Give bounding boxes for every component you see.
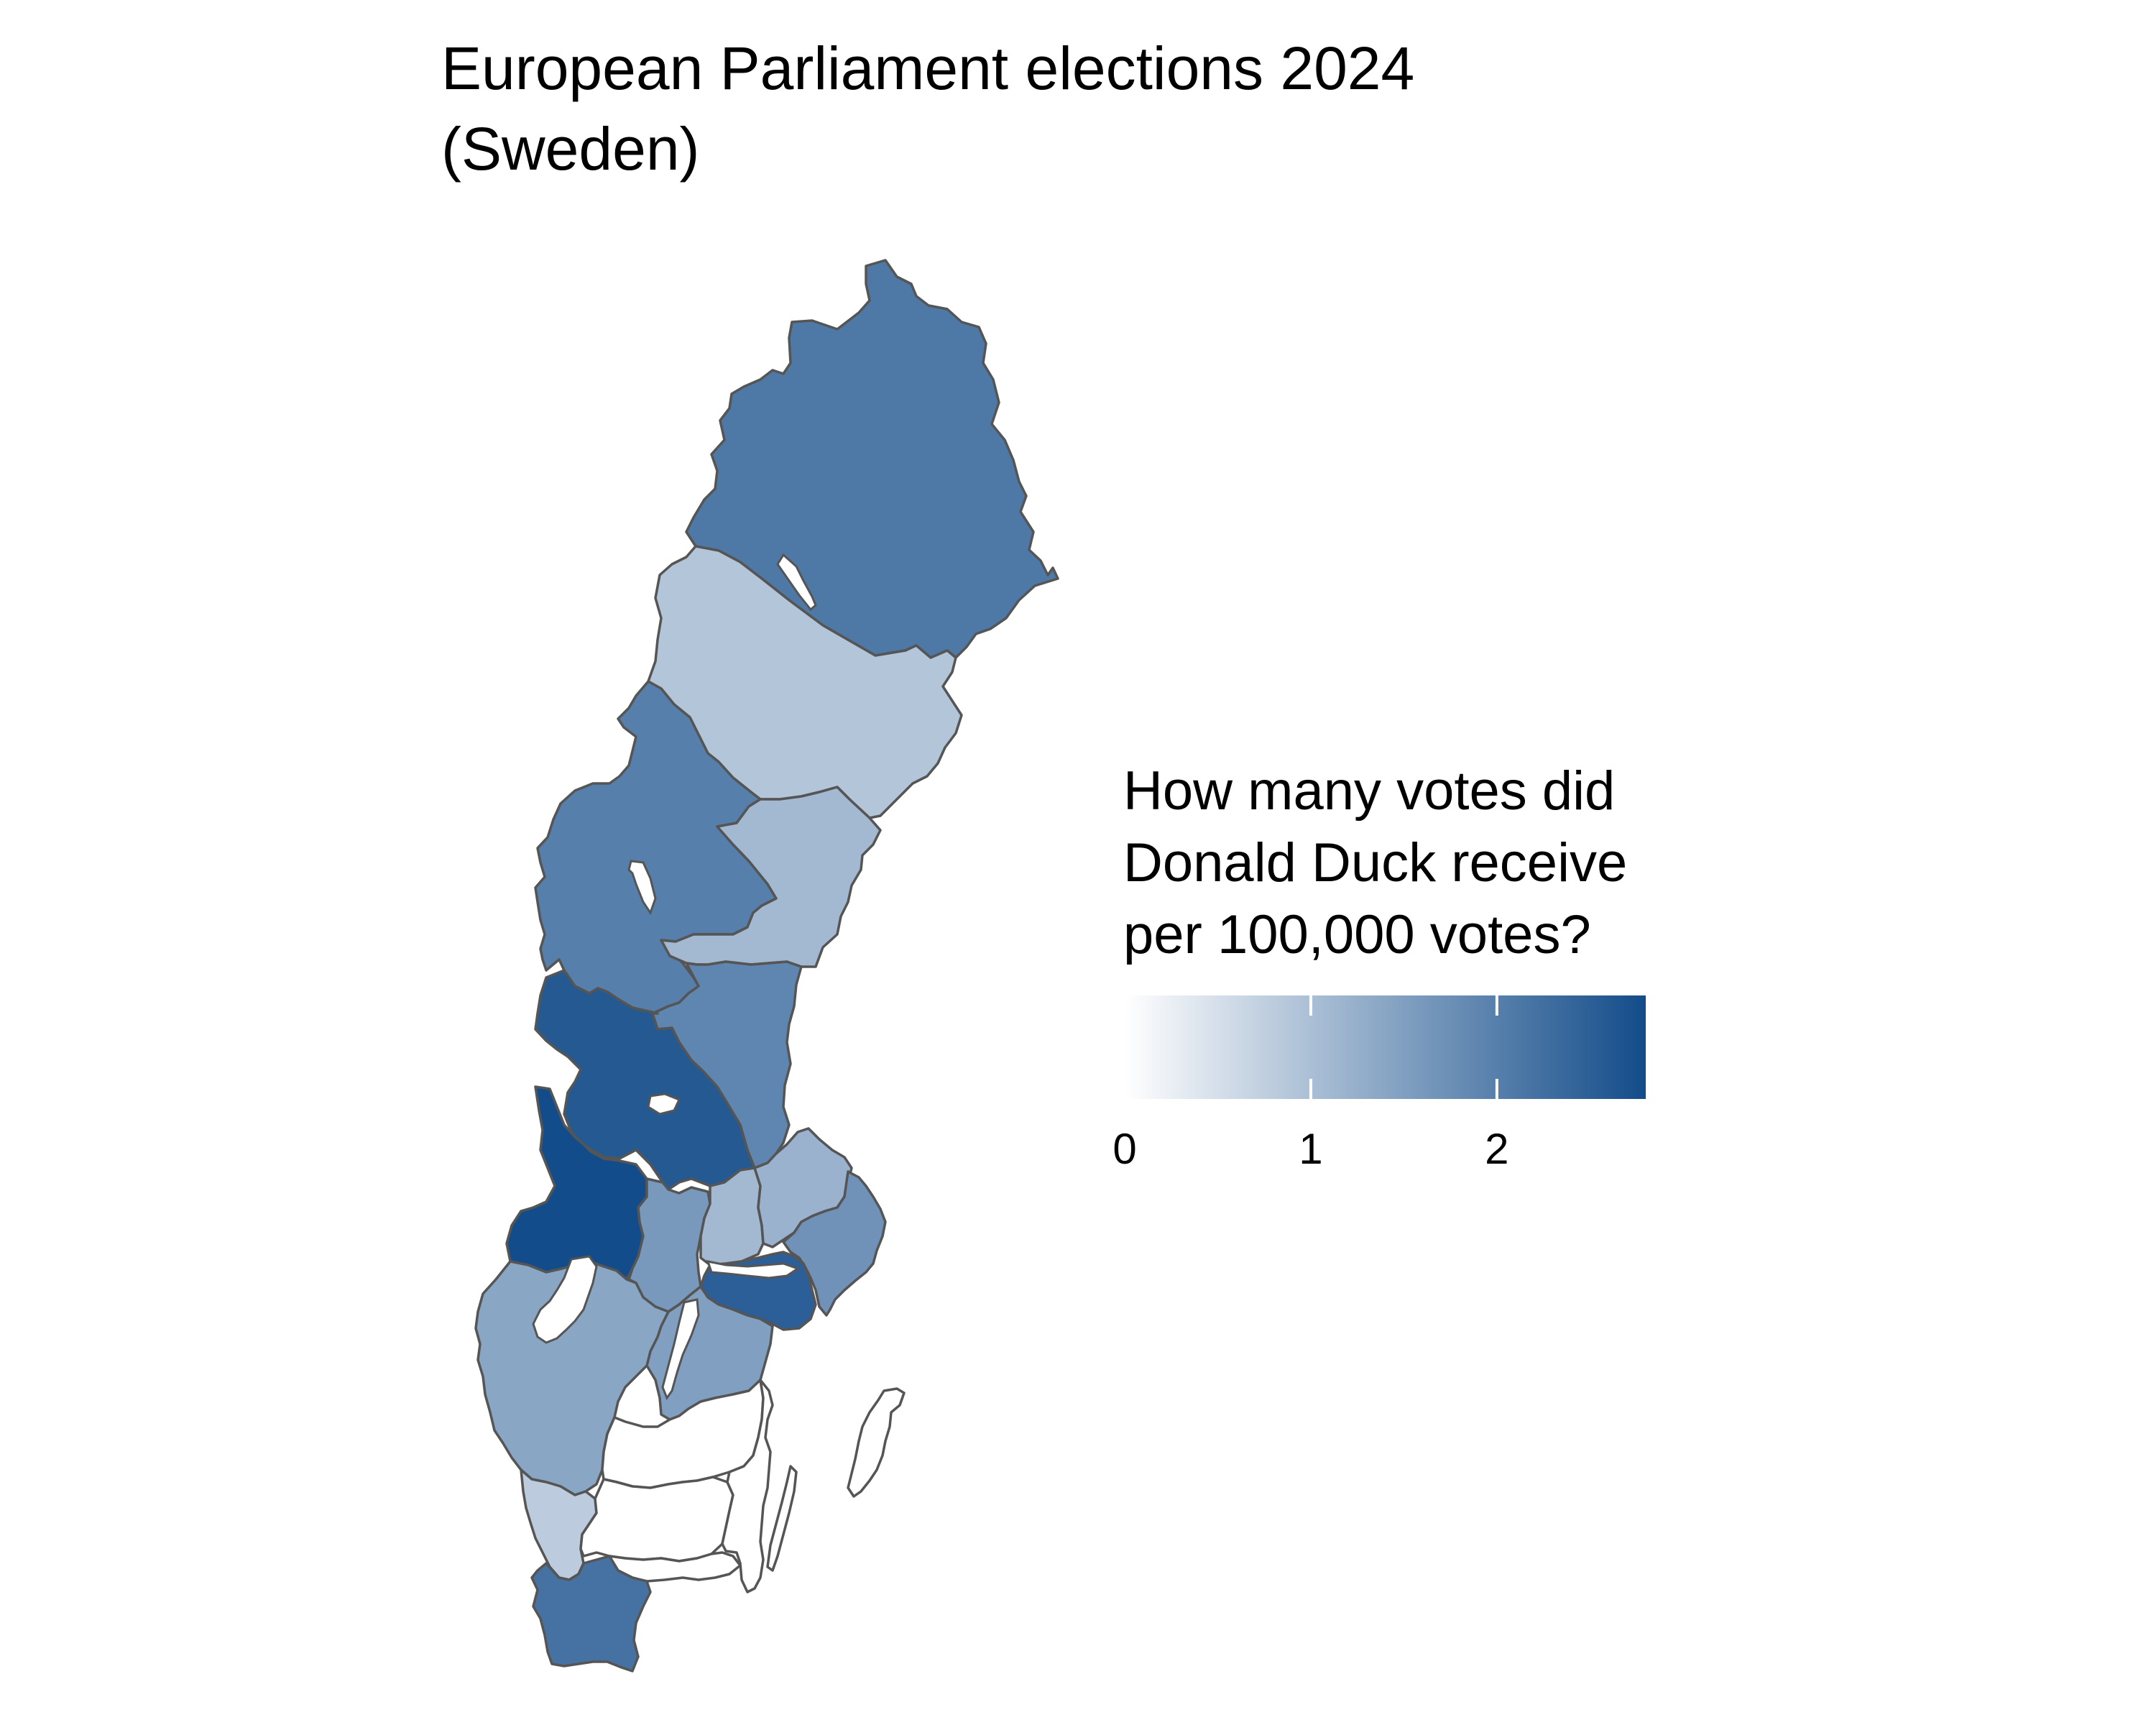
region-gotland[interactable]: [847, 1387, 906, 1498]
chart-title-line1: European Parliament elections 2024: [441, 34, 1414, 102]
legend-title-line2: Donald Duck receive: [1123, 832, 1627, 893]
legend-title-line3: per 100,000 votes?: [1123, 904, 1591, 965]
lake-vanern: [532, 1255, 598, 1344]
legend-tick-label: 0: [1112, 1125, 1136, 1173]
region-vasterbotten[interactable]: [647, 545, 963, 819]
legend-ticks: 0 1 2: [1112, 995, 1509, 1173]
legend: How many votes did Donald Duck receive p…: [1112, 760, 1646, 1173]
region-oland[interactable]: [766, 1465, 798, 1572]
region-skane[interactable]: [530, 1555, 652, 1673]
legend-colorbar: [1125, 995, 1646, 1099]
region-stockholm[interactable]: [782, 1170, 887, 1317]
lake-siljan: [647, 1092, 681, 1116]
region-kalmar[interactable]: [721, 1379, 774, 1593]
sweden-map: [474, 259, 1059, 1673]
lake-malaren: [706, 1260, 801, 1279]
region-vastmanland[interactable]: [699, 1167, 765, 1266]
region-dalarna[interactable]: [534, 969, 756, 1191]
region-kronoberg[interactable]: [579, 1476, 734, 1563]
legend-tick-label: 1: [1299, 1125, 1322, 1173]
chart-title-line2: (Sweden): [441, 115, 700, 183]
lake-vattern: [661, 1298, 700, 1401]
legend-title-line1: How many votes did: [1123, 760, 1615, 822]
legend-tick-label: 2: [1485, 1125, 1508, 1173]
lake-storsjon: [627, 860, 657, 916]
region-halland[interactable]: [520, 1468, 598, 1581]
lake-torneträsk: [776, 553, 817, 612]
